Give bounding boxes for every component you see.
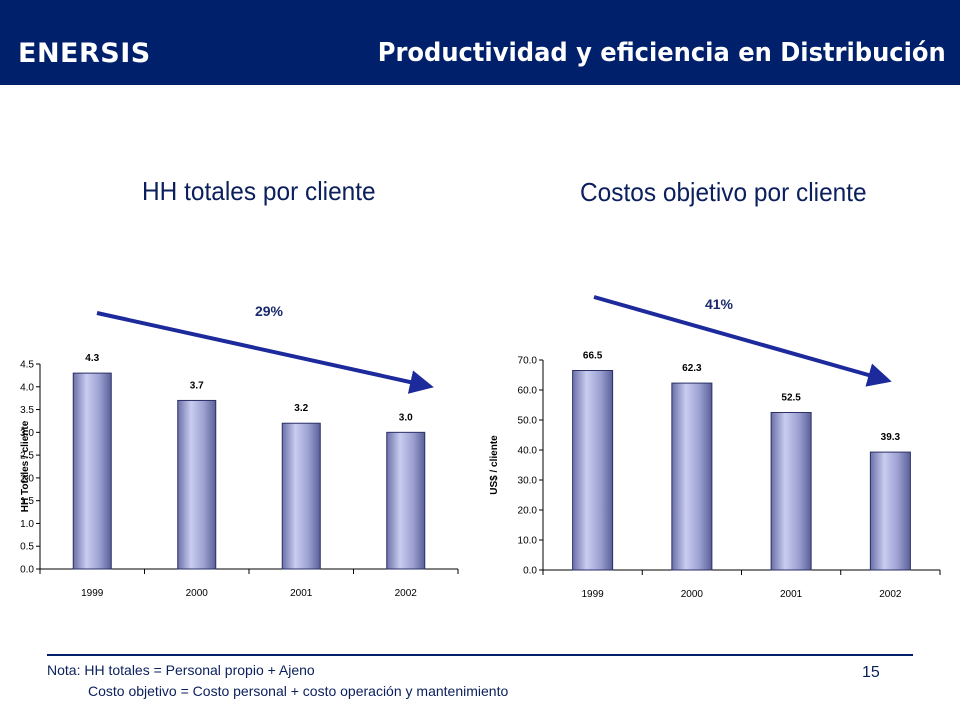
y-tick-label: 0.5 (20, 542, 34, 553)
trend-arrow (96, 311, 434, 394)
category-label: 1999 (81, 588, 104, 599)
y-axis-label: HH Totales / cliente (20, 420, 31, 512)
chart-title-costos: Costos objetivo por cliente (580, 177, 867, 207)
trend-label: 29% (255, 303, 284, 319)
y-tick-label: 30.0 (518, 476, 538, 487)
category-label: 2001 (290, 588, 313, 599)
data-label: 52.5 (781, 393, 801, 404)
y-tick-label: 70.0 (518, 356, 538, 367)
y-tick-label: 1.5 (20, 496, 34, 507)
bar (869, 451, 911, 571)
y-tick-label: 3.5 (20, 405, 34, 416)
data-label: 3.0 (399, 412, 413, 423)
bar (671, 382, 713, 571)
bar (386, 431, 426, 570)
data-label: 3.7 (190, 380, 204, 391)
note-line-1: Nota: HH totales = Personal propio + Aje… (47, 662, 315, 678)
y-axis-label: US$ / cliente (489, 435, 500, 495)
page-number: 15 (862, 664, 880, 681)
bar (770, 412, 812, 571)
chart-title-hh: HH totales por cliente (142, 176, 376, 206)
data-label: 62.3 (682, 363, 702, 374)
trend-label: 41% (705, 296, 734, 312)
y-tick-label: 0.0 (523, 566, 537, 577)
y-tick-label: 50.0 (518, 416, 538, 427)
y-tick-label: 3.0 (20, 428, 34, 439)
bar (281, 422, 321, 570)
y-tick-label: 20.0 (518, 506, 538, 517)
page-title: Productividad y eficiencia en Distribuci… (378, 38, 946, 68)
bar (572, 370, 614, 571)
y-tick-label: 1.0 (20, 519, 34, 530)
header-bar: ENERSIS Productividad y eficiencia en Di… (0, 0, 960, 85)
category-label: 2001 (780, 589, 803, 600)
footer-divider (47, 654, 913, 656)
data-label: 3.2 (294, 403, 308, 414)
category-label: 1999 (582, 589, 605, 600)
category-label: 2000 (186, 588, 209, 599)
trend-arrow (593, 295, 892, 387)
data-label: 66.5 (583, 351, 603, 362)
y-tick-label: 10.0 (518, 536, 538, 547)
category-label: 2000 (681, 589, 704, 600)
data-label: 39.3 (881, 432, 901, 443)
note-line-2: Costo objetivo = Costo personal + costo … (88, 683, 509, 699)
category-label: 2002 (879, 589, 902, 600)
data-label: 4.3 (85, 353, 99, 364)
y-tick-label: 60.0 (518, 386, 538, 397)
y-tick-label: 4.5 (20, 360, 34, 371)
y-tick-label: 40.0 (518, 446, 538, 457)
bar (72, 372, 112, 570)
y-tick-label: 0.0 (20, 565, 34, 576)
y-tick-label: 2.0 (20, 473, 34, 484)
bar (177, 399, 217, 570)
enersis-logo: ENERSIS (18, 38, 151, 69)
y-tick-label: 2.5 (20, 451, 34, 462)
y-tick-label: 4.0 (20, 382, 34, 393)
category-label: 2002 (395, 588, 418, 599)
